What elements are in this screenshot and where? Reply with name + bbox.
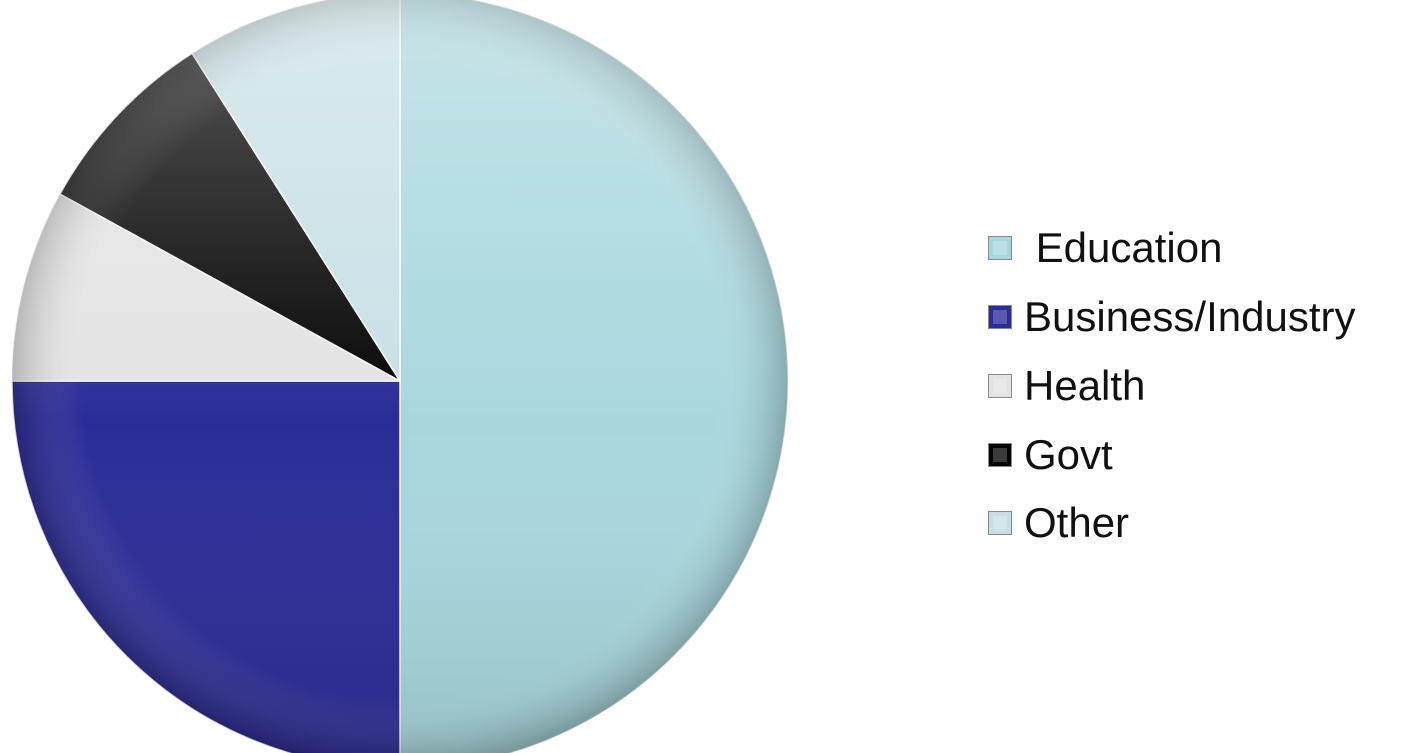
legend-label-business-industry: Business/Industry xyxy=(1024,293,1356,341)
legend-swatch-health xyxy=(988,373,1012,398)
legend-swatch-business-industry xyxy=(988,305,1012,330)
legend-item-business-industry: Business/Industry xyxy=(988,283,1418,352)
legend-label-education: Education xyxy=(1024,224,1223,272)
legend-item-health: Health xyxy=(988,352,1418,421)
legend-swatch-other xyxy=(988,511,1012,536)
legend-item-govt: Govt xyxy=(988,420,1418,489)
pie-gloss xyxy=(12,0,788,753)
legend-item-other: Other xyxy=(988,489,1418,558)
legend-label-health: Health xyxy=(1024,361,1146,409)
legend-item-education: Education xyxy=(988,214,1418,283)
legend-swatch-govt xyxy=(988,442,1012,467)
legend-swatch-education xyxy=(988,236,1012,261)
legend-label-other: Other xyxy=(1024,499,1130,547)
legend: Education Business/Industry Health Govt … xyxy=(988,214,1418,558)
legend-label-govt: Govt xyxy=(1024,430,1113,478)
